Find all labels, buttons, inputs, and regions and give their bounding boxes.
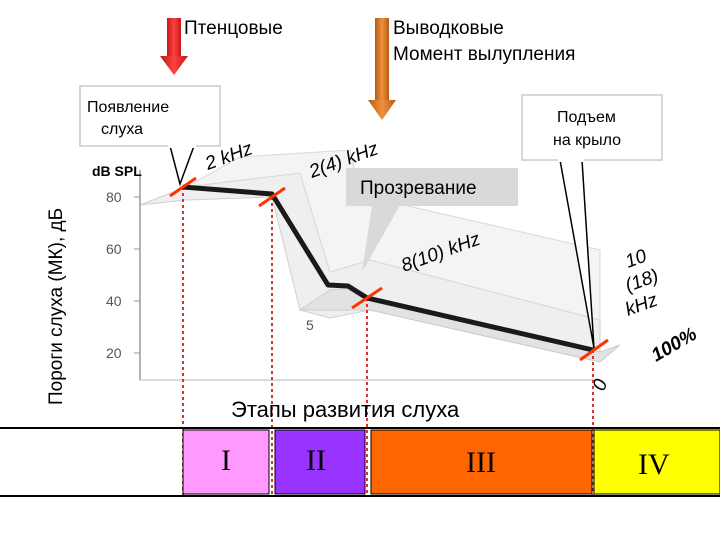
y-tick-80: 80 <box>106 189 122 205</box>
callout-eye-opening: Прозревание <box>346 168 518 272</box>
y-axis-title: Пороги слуха (МК), дБ <box>46 208 67 405</box>
background-3d-planes <box>139 149 621 363</box>
stage-label-2: II <box>306 444 326 477</box>
callout-eye-opening-text: Прозревание <box>360 178 477 199</box>
callout-hearing-onset: Появление слуха <box>79 85 221 187</box>
threshold-line <box>182 184 594 353</box>
stage-label-4: IV <box>638 448 670 481</box>
x-end-label: 100% <box>648 324 701 367</box>
stage-label-1: I <box>221 444 231 477</box>
x-tick-0: 0 <box>589 376 612 394</box>
callout-fledging-line1: Подъем <box>557 109 616 126</box>
y-tick-40: 40 <box>106 293 122 309</box>
y-axis-unit: dB SPL <box>92 163 142 179</box>
y-tick-60: 60 <box>106 241 122 257</box>
callout-fledging: Подъем на крыло <box>521 94 663 349</box>
callout-hearing-onset-line1: Появление <box>87 99 169 116</box>
label-precocial: Выводковые <box>393 18 504 39</box>
arrow-altricial <box>160 18 188 75</box>
y-tick-20: 20 <box>106 345 122 361</box>
stage-label-3: III <box>466 446 496 479</box>
x-tick-5: 5 <box>306 317 314 333</box>
callout-hearing-onset-line2: слуха <box>101 121 143 138</box>
frequency-markers <box>169 176 609 362</box>
arrow-precocial <box>368 18 396 120</box>
y-axis <box>134 170 600 381</box>
label-hatching: Момент вылупления <box>393 44 575 65</box>
dotted-guides <box>182 187 594 495</box>
label-altricial: Птенцовые <box>184 18 283 39</box>
callout-fledging-line2: на крыло <box>553 132 621 149</box>
stage-bar <box>0 427 720 497</box>
stages-title: Этапы развития слуха <box>231 397 460 422</box>
